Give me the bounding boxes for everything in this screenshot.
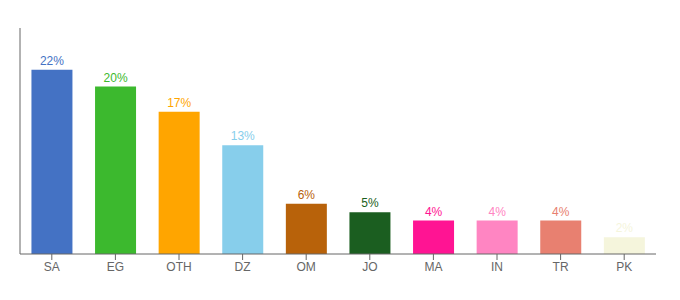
svg-text:TR: TR xyxy=(553,260,569,274)
svg-text:13%: 13% xyxy=(231,129,255,143)
svg-text:JO: JO xyxy=(362,260,377,274)
svg-text:4%: 4% xyxy=(488,205,506,219)
svg-text:EG: EG xyxy=(107,260,124,274)
svg-text:OM: OM xyxy=(297,260,316,274)
svg-text:20%: 20% xyxy=(104,71,128,85)
svg-text:OTH: OTH xyxy=(166,260,191,274)
svg-text:22%: 22% xyxy=(40,54,64,68)
svg-text:MA: MA xyxy=(424,260,442,274)
svg-text:2%: 2% xyxy=(616,221,634,235)
svg-text:DZ: DZ xyxy=(235,260,251,274)
svg-text:IN: IN xyxy=(491,260,503,274)
svg-text:17%: 17% xyxy=(167,96,191,110)
svg-text:5%: 5% xyxy=(361,196,379,210)
svg-text:6%: 6% xyxy=(298,188,316,202)
svg-text:PK: PK xyxy=(616,260,632,274)
svg-text:4%: 4% xyxy=(425,205,443,219)
svg-text:SA: SA xyxy=(44,260,60,274)
svg-text:4%: 4% xyxy=(552,205,570,219)
